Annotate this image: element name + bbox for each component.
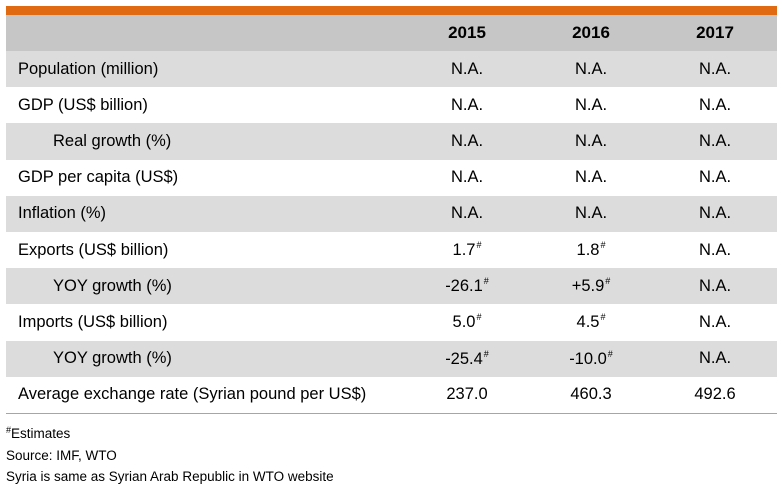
cell-2017: N.A. [653, 268, 777, 305]
accent-bar [6, 6, 777, 15]
row-label: YOY growth (%) [6, 340, 405, 377]
cell-2017: N.A. [698, 95, 732, 114]
cell-2015: -25.4# [405, 340, 529, 377]
row-label: YOY growth (%) [6, 268, 405, 305]
table-row: Imports (US$ billion) 5.0# 4.5# N.A. [6, 304, 777, 340]
cell-2017: N.A. [698, 240, 732, 259]
cell-2015: N.A. [450, 168, 484, 187]
estimate-mark: # [476, 240, 482, 251]
estimate-mark: # [483, 276, 489, 287]
row-label: Average exchange rate (Syrian pound per … [6, 376, 405, 414]
estimate-mark: # [605, 276, 611, 287]
table-row: Exports (US$ billion) 1.7# 1.8# N.A. [6, 232, 777, 268]
cell-2017: N.A. [698, 168, 732, 187]
row-label: Imports (US$ billion) [18, 312, 168, 331]
table-row: Real growth (%) N.A. N.A. N.A. [6, 123, 777, 160]
cell-2016: 460.3 [529, 376, 653, 414]
cell-2016: N.A. [529, 195, 653, 232]
estimates-mark: # [6, 425, 12, 435]
cell-2015: N.A. [405, 123, 529, 160]
table-notes: #Estimates Source: IMF, WTO Syria is sam… [6, 420, 334, 488]
table-row: YOY growth (%) -25.4# -10.0# N.A. [6, 340, 777, 377]
cell-2015: -26.1# [405, 268, 529, 305]
cell-2017: N.A. [653, 123, 777, 160]
cell-2015: N.A. [450, 95, 484, 114]
cell-2016: +5.9# [529, 268, 653, 305]
header-year-2015: 2015 [405, 15, 529, 51]
cell-2017: 492.6 [653, 376, 777, 414]
cell-2016: N.A. [529, 51, 653, 88]
estimate-mark: # [483, 348, 489, 359]
row-label: GDP (US$ billion) [18, 95, 148, 114]
cell-2016: N.A. [529, 123, 653, 160]
cell-2016: N.A. [574, 168, 608, 187]
table-row: GDP (US$ billion) N.A. N.A. N.A. [6, 87, 777, 123]
economic-indicators-table: 2015 2016 2017 Population (million) N.A.… [6, 15, 777, 414]
cell-2015: N.A. [405, 51, 529, 88]
estimates-note: #Estimates [6, 420, 334, 445]
table-row: GDP per capita (US$) N.A. N.A. N.A. [6, 160, 777, 196]
cell-2015: 237.0 [405, 376, 529, 414]
cell-2016: N.A. [574, 95, 608, 114]
row-label: Real growth (%) [6, 123, 405, 160]
estimate-mark: # [607, 348, 613, 359]
cell-2015: 5.0# [452, 312, 482, 332]
row-label: Population (million) [6, 51, 405, 88]
row-label: GDP per capita (US$) [18, 168, 179, 187]
estimate-mark: # [600, 312, 606, 323]
header-year-2016: 2016 [529, 15, 653, 51]
table-header-row: 2015 2016 2017 [6, 15, 777, 51]
remark-note: Syria is same as Syrian Arab Republic in… [6, 469, 334, 484]
cell-2016: 4.5# [576, 312, 606, 332]
cell-2017: N.A. [653, 340, 777, 377]
cell-2015: N.A. [405, 195, 529, 232]
header-year-2017: 2017 [653, 15, 777, 51]
cell-2017: N.A. [653, 195, 777, 232]
cell-2017: N.A. [653, 51, 777, 88]
table-row: Inflation (%) N.A. N.A. N.A. [6, 195, 777, 232]
table-row: Population (million) N.A. N.A. N.A. [6, 51, 777, 88]
estimate-mark: # [476, 312, 482, 323]
cell-2015: 1.7# [452, 240, 482, 260]
estimates-text: Estimates [11, 426, 71, 441]
row-label: Exports (US$ billion) [18, 240, 169, 259]
row-label: Inflation (%) [6, 195, 405, 232]
table-row: YOY growth (%) -26.1# +5.9# N.A. [6, 268, 777, 305]
cell-2017: N.A. [698, 312, 732, 331]
header-label [6, 15, 405, 51]
table-row: Average exchange rate (Syrian pound per … [6, 376, 777, 414]
cell-2016: -10.0# [529, 340, 653, 377]
cell-2016: 1.8# [576, 240, 606, 260]
source-note: Source: IMF, WTO [6, 447, 117, 463]
estimate-mark: # [600, 240, 606, 251]
